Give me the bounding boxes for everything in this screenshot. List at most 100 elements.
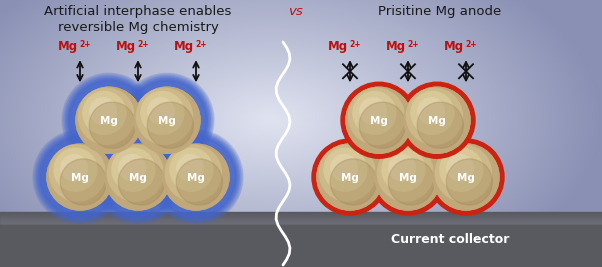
Circle shape [76, 87, 142, 153]
Circle shape [47, 144, 113, 210]
Circle shape [324, 148, 367, 191]
Bar [0, 219, 602, 220]
Circle shape [34, 132, 125, 222]
Circle shape [440, 148, 483, 191]
Circle shape [62, 73, 156, 167]
Circle shape [63, 75, 155, 166]
Text: 2+: 2+ [195, 40, 206, 49]
Bar [0, 215, 602, 216]
Circle shape [123, 76, 211, 164]
Text: Mg: Mg [174, 40, 194, 53]
Text: Current collector: Current collector [391, 233, 509, 246]
Circle shape [36, 133, 124, 221]
Circle shape [118, 159, 164, 205]
Circle shape [141, 92, 184, 134]
Text: Mg: Mg [428, 116, 446, 126]
Circle shape [68, 79, 150, 161]
Circle shape [39, 136, 121, 218]
Circle shape [428, 139, 504, 215]
Text: Mg: Mg [187, 173, 205, 183]
Text: Mg: Mg [457, 173, 475, 183]
Circle shape [136, 88, 193, 144]
Text: Artificial interphase enables
reversible Mg chemistry: Artificial interphase enables reversible… [45, 5, 232, 34]
Circle shape [40, 138, 120, 217]
Circle shape [119, 155, 145, 181]
Circle shape [163, 144, 229, 210]
Circle shape [375, 144, 441, 210]
Circle shape [346, 87, 412, 153]
Circle shape [406, 88, 462, 144]
Circle shape [346, 87, 412, 153]
Circle shape [312, 139, 388, 215]
Bar [0, 218, 602, 219]
Text: Mg: Mg [399, 173, 417, 183]
Circle shape [377, 145, 433, 201]
Circle shape [317, 144, 383, 210]
Circle shape [66, 78, 152, 163]
Circle shape [134, 87, 200, 153]
Circle shape [147, 102, 193, 148]
Text: Mg: Mg [328, 40, 348, 53]
Circle shape [370, 139, 446, 215]
Bar [0, 223, 602, 224]
Circle shape [122, 75, 213, 166]
Bar [0, 212, 602, 267]
Circle shape [404, 87, 470, 153]
Bar [0, 213, 602, 214]
Circle shape [152, 133, 240, 221]
Circle shape [49, 145, 105, 201]
Circle shape [154, 135, 238, 219]
Circle shape [93, 132, 184, 222]
Text: Mg: Mg [341, 173, 359, 183]
Circle shape [126, 79, 208, 161]
Text: Mg: Mg [116, 40, 136, 53]
Circle shape [417, 102, 464, 148]
Circle shape [447, 155, 473, 181]
Circle shape [155, 136, 237, 218]
Circle shape [149, 130, 243, 224]
Bar [0, 214, 602, 215]
Text: 2+: 2+ [137, 40, 149, 49]
Circle shape [170, 148, 213, 191]
Circle shape [360, 98, 386, 124]
Circle shape [83, 92, 126, 134]
Text: 2+: 2+ [465, 40, 477, 49]
Text: 2+: 2+ [407, 40, 419, 49]
Circle shape [317, 144, 383, 210]
Circle shape [382, 148, 425, 191]
Text: Mg: Mg [386, 40, 406, 53]
Circle shape [91, 130, 185, 224]
Circle shape [89, 102, 135, 148]
Circle shape [76, 87, 142, 153]
Circle shape [388, 159, 435, 205]
Circle shape [107, 145, 163, 201]
Circle shape [359, 102, 405, 148]
Circle shape [353, 92, 396, 134]
Bar [0, 221, 602, 222]
Circle shape [330, 159, 376, 205]
Circle shape [37, 135, 122, 219]
Circle shape [47, 144, 113, 210]
Circle shape [105, 144, 171, 210]
Text: Mg: Mg [158, 116, 176, 126]
Bar [0, 222, 602, 223]
Text: Mg: Mg [71, 173, 89, 183]
Circle shape [166, 145, 222, 201]
Text: 2+: 2+ [349, 40, 361, 49]
Circle shape [433, 144, 499, 210]
Circle shape [33, 130, 127, 224]
Circle shape [97, 136, 179, 218]
Circle shape [54, 148, 97, 191]
Circle shape [433, 144, 499, 210]
Text: vs: vs [288, 5, 302, 18]
Text: 2+: 2+ [79, 40, 91, 49]
Circle shape [90, 98, 116, 124]
Circle shape [331, 155, 357, 181]
Circle shape [69, 81, 149, 160]
Text: Mg: Mg [129, 173, 147, 183]
Circle shape [399, 82, 475, 158]
Circle shape [157, 138, 235, 217]
Circle shape [177, 155, 203, 181]
Circle shape [341, 82, 417, 158]
Circle shape [163, 144, 229, 210]
